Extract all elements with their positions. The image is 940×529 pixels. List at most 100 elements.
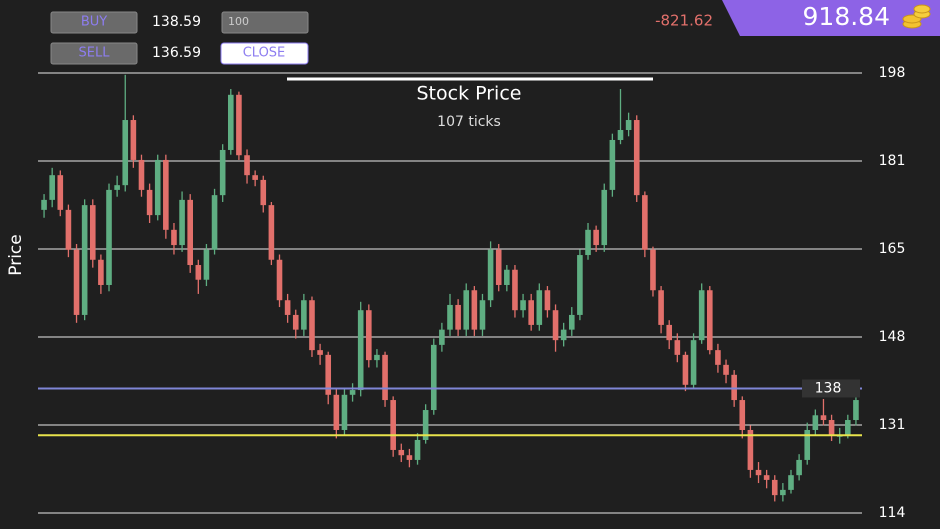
candle-body — [260, 179, 267, 206]
candle-body — [666, 324, 673, 341]
candle-body — [430, 344, 437, 411]
candle-body — [536, 290, 543, 325]
chart: 198 181 165 148 131 114 138 — [38, 65, 905, 521]
candle-body — [771, 479, 778, 496]
candle-body — [130, 120, 137, 160]
candle-body — [747, 429, 754, 470]
y-tick-label: 131 — [879, 417, 906, 433]
candle-body — [845, 420, 851, 436]
candle-body — [89, 205, 96, 260]
candle-body — [333, 394, 340, 430]
candle-body — [341, 394, 348, 430]
quantity-input[interactable] — [221, 11, 309, 34]
close-label[interactable]: CLOSE — [243, 46, 286, 61]
candle-body — [682, 354, 689, 385]
candle-body — [650, 249, 656, 291]
candle-body — [138, 159, 145, 190]
candle-body — [268, 205, 275, 260]
candle-body — [820, 415, 827, 421]
candle-body — [422, 410, 429, 440]
candle-body — [187, 199, 193, 266]
candle-body — [98, 259, 104, 285]
y-tick-label: 114 — [879, 505, 906, 521]
candle-body — [528, 300, 534, 325]
candle-body — [658, 290, 664, 325]
sell-label[interactable]: SELL — [79, 46, 111, 61]
candle-body — [292, 314, 299, 330]
y-tick-label: 198 — [879, 65, 906, 81]
candle-body — [195, 265, 202, 280]
candle-body — [828, 420, 835, 436]
candle-body — [552, 310, 559, 341]
candle-body — [146, 189, 153, 216]
candle-body — [568, 314, 575, 330]
candle-body — [357, 310, 364, 391]
candle-body — [366, 310, 372, 361]
buy-label[interactable]: BUY — [81, 15, 107, 30]
candle-body — [780, 489, 786, 496]
candle-body — [495, 249, 502, 285]
balance: 918.84 — [803, 2, 890, 31]
buy-button[interactable] — [50, 11, 138, 34]
candle-body — [73, 249, 80, 315]
y-tick-label: 148 — [879, 329, 906, 345]
candle-body — [796, 459, 802, 476]
candle-body — [723, 364, 729, 375]
candle-body — [163, 159, 169, 230]
candle-body — [349, 390, 356, 395]
quantity-value[interactable]: 100 — [228, 15, 249, 28]
candle-body — [715, 350, 721, 365]
candle-body — [81, 205, 88, 315]
candle-body — [625, 120, 632, 131]
candle-body — [520, 300, 526, 311]
candle-body — [406, 455, 413, 460]
candle-body — [227, 94, 234, 150]
sell-price: 136.59 — [152, 45, 201, 61]
candle-body — [114, 185, 120, 190]
chart-subtitle: 107 ticks — [437, 114, 501, 130]
candle-body — [382, 354, 388, 401]
candle-body — [690, 340, 697, 385]
candle-body — [439, 329, 445, 345]
candle-body — [487, 249, 494, 301]
candle-body — [633, 120, 640, 196]
candle-body — [601, 189, 608, 246]
candle-body — [57, 175, 64, 210]
candle-body — [698, 290, 705, 341]
buy-price: 138.59 — [152, 14, 201, 30]
sell-button[interactable] — [50, 42, 138, 65]
candle-body — [560, 329, 567, 341]
candle-body — [642, 195, 648, 250]
balance-banner — [722, 0, 940, 36]
candle-body — [853, 400, 859, 421]
candle-body — [512, 269, 518, 311]
candle-body — [203, 249, 210, 280]
candle-body — [284, 300, 291, 315]
candle-body — [577, 255, 583, 315]
candle-body — [788, 475, 794, 490]
candle-body — [585, 229, 591, 256]
candle-body — [179, 199, 185, 246]
close-button[interactable] — [220, 42, 309, 65]
candle-body — [236, 94, 242, 156]
candle-body — [398, 449, 405, 456]
candle-body — [609, 139, 616, 190]
profit: -821.62 — [655, 12, 713, 30]
candle-body — [252, 175, 258, 180]
candle-body — [219, 149, 226, 196]
y-tick-label: 165 — [879, 241, 906, 257]
candle-body — [374, 354, 380, 361]
price-tag-label: 138 — [815, 380, 842, 396]
candle-body — [479, 300, 486, 330]
candle-body — [390, 400, 396, 450]
candle-body — [325, 354, 332, 395]
candle-body — [455, 304, 461, 330]
candle-body — [106, 189, 112, 285]
candle-body — [763, 475, 770, 480]
candle-body — [755, 469, 762, 476]
candle-body — [41, 199, 47, 210]
candle-body — [309, 300, 315, 351]
chart-title: Stock Price — [417, 83, 522, 105]
candle-body — [317, 350, 323, 355]
